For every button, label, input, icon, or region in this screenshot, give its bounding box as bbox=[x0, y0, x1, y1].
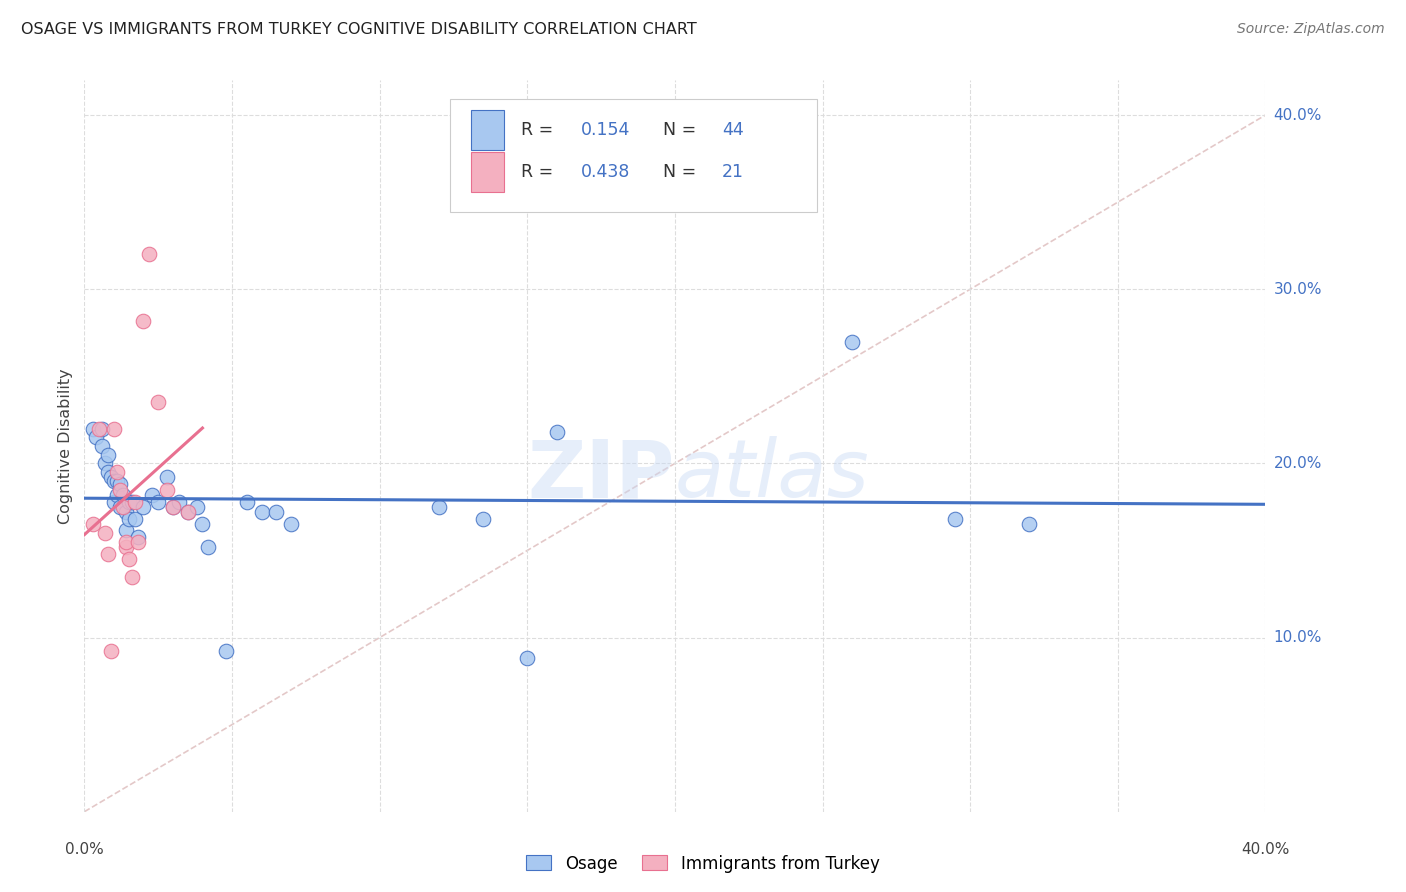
Point bbox=[121, 569, 143, 583]
Text: 40.0%: 40.0% bbox=[1274, 108, 1322, 122]
Point bbox=[427, 500, 450, 514]
Point bbox=[105, 474, 128, 488]
Point bbox=[111, 500, 134, 514]
Point bbox=[127, 534, 149, 549]
Point bbox=[114, 534, 136, 549]
Point bbox=[186, 500, 208, 514]
Text: ZIP: ZIP bbox=[527, 436, 675, 515]
Point bbox=[280, 517, 302, 532]
Point bbox=[114, 540, 136, 554]
Text: 0.0%: 0.0% bbox=[65, 842, 104, 857]
Point bbox=[108, 483, 131, 497]
Point bbox=[118, 552, 141, 566]
Point bbox=[124, 512, 146, 526]
Point bbox=[162, 500, 184, 514]
Point bbox=[472, 512, 495, 526]
Point bbox=[516, 651, 538, 665]
Point bbox=[114, 505, 136, 519]
Legend: Osage, Immigrants from Turkey: Osage, Immigrants from Turkey bbox=[520, 848, 886, 880]
Point bbox=[111, 488, 134, 502]
Point bbox=[105, 465, 128, 479]
Point bbox=[546, 425, 568, 439]
Point bbox=[108, 477, 131, 491]
Point bbox=[124, 494, 146, 508]
Point bbox=[141, 488, 163, 502]
Point bbox=[118, 494, 141, 508]
Text: R =: R = bbox=[522, 121, 560, 139]
Point bbox=[105, 488, 128, 502]
Point bbox=[148, 395, 170, 409]
Point bbox=[132, 313, 155, 327]
Text: atlas: atlas bbox=[675, 436, 870, 515]
Point bbox=[97, 547, 120, 561]
Point bbox=[841, 334, 863, 349]
Text: 21: 21 bbox=[723, 162, 744, 181]
Point bbox=[162, 500, 184, 514]
Text: Source: ZipAtlas.com: Source: ZipAtlas.com bbox=[1237, 22, 1385, 37]
Point bbox=[84, 430, 107, 444]
Text: N =: N = bbox=[664, 162, 702, 181]
Point bbox=[250, 505, 273, 519]
Text: 30.0%: 30.0% bbox=[1274, 282, 1322, 297]
Point bbox=[91, 439, 114, 453]
Point bbox=[215, 644, 238, 658]
Point bbox=[235, 494, 259, 508]
Point bbox=[103, 494, 125, 508]
Point bbox=[945, 512, 967, 526]
Point bbox=[191, 517, 214, 532]
Y-axis label: Cognitive Disability: Cognitive Disability bbox=[58, 368, 73, 524]
Point bbox=[167, 494, 190, 508]
Point bbox=[121, 494, 143, 508]
Point bbox=[127, 530, 149, 544]
Text: 10.0%: 10.0% bbox=[1274, 630, 1322, 645]
Point bbox=[114, 523, 136, 537]
Text: 20.0%: 20.0% bbox=[1274, 456, 1322, 471]
Point bbox=[1018, 517, 1040, 532]
Point bbox=[156, 483, 179, 497]
Point bbox=[108, 500, 131, 514]
Point bbox=[177, 505, 200, 519]
Point bbox=[118, 512, 141, 526]
Point bbox=[103, 474, 125, 488]
Point bbox=[103, 421, 125, 435]
Point bbox=[100, 644, 122, 658]
Text: N =: N = bbox=[664, 121, 702, 139]
Text: 0.154: 0.154 bbox=[581, 121, 630, 139]
Point bbox=[148, 494, 170, 508]
Point bbox=[97, 465, 120, 479]
Point bbox=[82, 421, 104, 435]
Point bbox=[264, 505, 288, 519]
Point bbox=[177, 505, 200, 519]
Point bbox=[156, 470, 179, 484]
Bar bbox=[471, 110, 503, 150]
Point bbox=[197, 540, 219, 554]
FancyBboxPatch shape bbox=[450, 99, 817, 212]
Point bbox=[94, 457, 117, 471]
Point bbox=[132, 500, 155, 514]
Text: R =: R = bbox=[522, 162, 560, 181]
Text: 0.438: 0.438 bbox=[581, 162, 630, 181]
Point bbox=[138, 247, 160, 261]
Point bbox=[94, 526, 117, 541]
Bar bbox=[471, 152, 503, 192]
Point bbox=[87, 421, 111, 435]
Point bbox=[100, 470, 122, 484]
Text: 44: 44 bbox=[723, 121, 744, 139]
Point bbox=[97, 448, 120, 462]
Text: OSAGE VS IMMIGRANTS FROM TURKEY COGNITIVE DISABILITY CORRELATION CHART: OSAGE VS IMMIGRANTS FROM TURKEY COGNITIV… bbox=[21, 22, 697, 37]
Text: 40.0%: 40.0% bbox=[1241, 842, 1289, 857]
Point bbox=[91, 421, 114, 435]
Point bbox=[82, 517, 104, 532]
